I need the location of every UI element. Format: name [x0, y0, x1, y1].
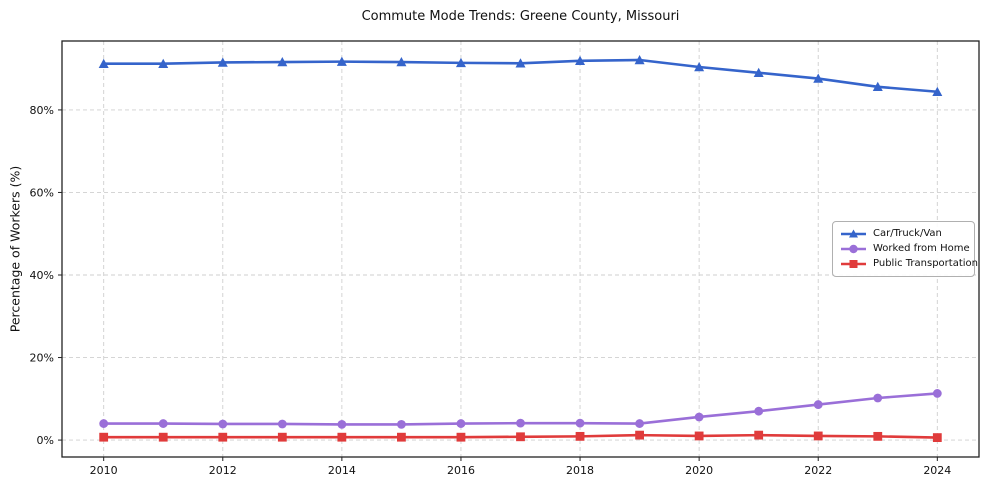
legend-label: Public Transportation [873, 258, 978, 269]
data-point-car-truck-van [455, 57, 466, 68]
data-point-car-truck-van [515, 58, 526, 68]
data-point-public-transportation [754, 430, 764, 440]
data-point-public-transportation [218, 432, 228, 442]
data-point-car-truck-van [753, 67, 764, 78]
data-point-car-truck-van [277, 57, 288, 67]
x-tick-label: 2018 [566, 464, 594, 477]
data-point-worked-from-home [397, 419, 406, 429]
data-point-public-transportation [158, 432, 168, 442]
data-point-worked-from-home [277, 419, 287, 429]
y-tick-label: 0% [37, 434, 54, 447]
x-tick-label: 2014 [328, 464, 356, 477]
data-point-worked-from-home [516, 418, 525, 428]
data-point-car-truck-van [217, 57, 228, 67]
x-tick-label: 2022 [804, 464, 832, 477]
data-point-public-transportation [516, 432, 525, 442]
y-tick-label: 60% [30, 186, 54, 199]
data-point-public-transportation [694, 431, 704, 441]
legend: Car/Truck/Van Worked from Home Public Tran… [832, 221, 978, 277]
data-point-car-truck-van [575, 55, 586, 66]
x-tick-label: 2012 [209, 464, 237, 477]
legend-label: Worked from Home [873, 243, 970, 254]
data-point-car-truck-van [932, 86, 943, 97]
legend-square-icon [841, 260, 866, 268]
data-point-worked-from-home [337, 419, 347, 429]
legend-triangle-icon [841, 229, 866, 238]
y-tick-label: 40% [30, 269, 54, 282]
x-tick-label: 2016 [447, 464, 475, 477]
data-point-public-transportation [337, 432, 347, 442]
data-point-car-truck-van [98, 58, 109, 68]
y-tick-label: 20% [30, 352, 54, 365]
data-point-public-transportation [277, 432, 287, 442]
data-point-public-transportation [932, 433, 942, 443]
x-tick-label: 2024 [923, 464, 951, 477]
data-point-car-truck-van [158, 58, 169, 68]
legend-label: Car/Truck/Van [873, 228, 942, 239]
data-point-public-transportation [456, 432, 466, 442]
x-tick-label: 2020 [685, 464, 713, 477]
data-point-car-truck-van [694, 62, 705, 72]
legend-entry-public-transportation: Public Transportation [840, 258, 978, 270]
data-point-car-truck-van [634, 54, 645, 65]
data-point-car-truck-van [813, 73, 824, 83]
data-point-worked-from-home [813, 400, 823, 409]
data-point-public-transportation [813, 431, 823, 441]
data-point-worked-from-home [575, 418, 585, 428]
data-point-worked-from-home [456, 419, 466, 428]
data-point-public-transportation [99, 432, 109, 442]
data-point-car-truck-van [396, 57, 407, 67]
data-point-public-transportation [635, 430, 644, 440]
data-point-car-truck-van [336, 56, 347, 66]
plot-border [61, 40, 980, 458]
data-point-worked-from-home [873, 393, 883, 403]
data-point-worked-from-home [754, 406, 764, 416]
data-point-public-transportation [397, 432, 406, 442]
data-point-worked-from-home [218, 419, 228, 429]
data-point-public-transportation [873, 431, 883, 441]
legend-entry-worked-from-home: Worked from Home [840, 243, 970, 255]
legend-circle-icon [841, 244, 866, 254]
data-point-worked-from-home [99, 419, 109, 428]
data-point-car-truck-van [872, 81, 883, 92]
data-point-public-transportation [575, 431, 585, 441]
data-point-worked-from-home [932, 389, 942, 398]
data-point-worked-from-home [635, 419, 644, 428]
y-tick-label: 80% [30, 104, 54, 117]
data-point-worked-from-home [158, 419, 168, 428]
data-point-worked-from-home [694, 412, 704, 422]
chart-title: Commute Mode Trends: Greene County, Miss… [361, 9, 680, 24]
x-tick-label: 2010 [90, 464, 118, 477]
legend-entry-car-truck-van: Car/Truck/Van [840, 228, 967, 240]
